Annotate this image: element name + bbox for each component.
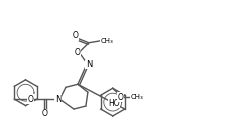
Text: N: N	[55, 95, 61, 104]
Text: HO: HO	[108, 99, 120, 108]
Text: O: O	[41, 110, 47, 118]
Text: CH₃: CH₃	[100, 38, 113, 44]
Text: O: O	[73, 31, 79, 40]
Text: CH₃: CH₃	[130, 94, 143, 100]
Text: O: O	[75, 48, 81, 57]
Text: N: N	[86, 60, 92, 69]
Text: O: O	[118, 93, 124, 102]
Text: O: O	[27, 95, 33, 104]
